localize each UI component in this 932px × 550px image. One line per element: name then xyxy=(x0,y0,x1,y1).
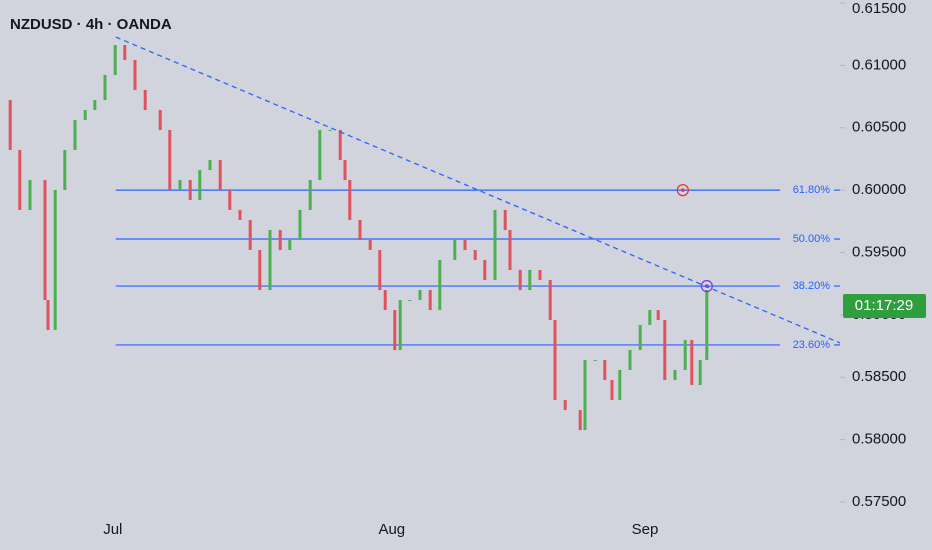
candle xyxy=(338,129,342,160)
candle xyxy=(463,240,467,251)
candle xyxy=(453,240,457,260)
x-tick-label: Jul xyxy=(103,521,122,538)
candle xyxy=(318,129,322,181)
candle xyxy=(53,190,57,330)
y-tick-label: 0.60000 xyxy=(852,181,906,198)
candle xyxy=(603,360,607,380)
candle xyxy=(158,110,162,130)
candle xyxy=(378,250,382,291)
candle xyxy=(473,250,477,260)
candle xyxy=(593,360,597,362)
y-tick-label: 0.61500 xyxy=(852,0,906,17)
candle xyxy=(8,100,12,150)
candle xyxy=(218,159,222,191)
candle xyxy=(358,219,362,241)
candle xyxy=(628,350,632,371)
candle xyxy=(258,250,262,291)
candle xyxy=(493,209,497,280)
candle xyxy=(610,379,614,400)
candle xyxy=(638,324,642,351)
candle xyxy=(93,100,97,111)
countdown-box xyxy=(843,294,926,318)
x-tick-label: Aug xyxy=(378,521,405,538)
candle xyxy=(43,180,47,301)
candle xyxy=(656,310,660,320)
fib-label: 23.60% xyxy=(793,339,831,351)
y-tick-label: 0.60500 xyxy=(852,119,906,136)
fib-label: 61.80% xyxy=(793,184,831,196)
candle xyxy=(503,209,507,231)
candle xyxy=(73,120,77,150)
candle xyxy=(583,360,587,431)
candle xyxy=(103,74,107,101)
candle xyxy=(438,259,442,311)
candle xyxy=(553,319,557,400)
candle xyxy=(418,290,422,301)
candle xyxy=(398,300,402,351)
candle xyxy=(393,310,397,351)
fib-label: 38.20% xyxy=(793,280,831,292)
y-tick-label: 0.58500 xyxy=(852,368,906,385)
candle xyxy=(408,300,412,302)
candle xyxy=(673,370,677,380)
candle xyxy=(228,190,232,210)
candle xyxy=(648,310,652,325)
candle xyxy=(288,240,292,251)
marker xyxy=(676,183,689,197)
candle xyxy=(308,180,312,210)
candle xyxy=(238,209,242,220)
marker xyxy=(700,279,713,293)
candle xyxy=(278,230,282,251)
candle xyxy=(563,399,567,411)
plot-area xyxy=(8,36,841,431)
candle xyxy=(178,180,182,191)
candle xyxy=(328,129,332,131)
candle xyxy=(83,110,87,121)
candle xyxy=(348,180,352,220)
candle xyxy=(518,269,522,291)
y-tick-label: 0.61000 xyxy=(852,56,906,73)
candle xyxy=(123,45,127,61)
candle xyxy=(28,180,32,210)
y-tick-label: 0.58000 xyxy=(852,431,906,448)
candle xyxy=(705,290,709,361)
candle xyxy=(133,60,137,90)
countdown: 01:17:29 xyxy=(855,297,913,314)
candle xyxy=(343,159,347,181)
candle xyxy=(538,269,542,280)
candle xyxy=(368,240,372,251)
candle xyxy=(168,129,172,191)
candle xyxy=(143,89,147,111)
chart-title: NZDUSD · 4h · OANDA xyxy=(10,16,172,33)
candle xyxy=(383,290,387,311)
fib-label: 50.00% xyxy=(793,233,831,245)
y-tick-label: 0.57500 xyxy=(852,493,906,510)
candle xyxy=(483,259,487,280)
candle xyxy=(63,149,67,191)
candle xyxy=(208,159,212,171)
candle xyxy=(618,370,622,400)
candle xyxy=(46,300,50,330)
candle xyxy=(690,340,694,385)
candle xyxy=(683,340,687,371)
candle xyxy=(188,180,192,200)
candle xyxy=(528,269,532,291)
candle xyxy=(248,219,252,251)
candle xyxy=(578,410,582,431)
candle xyxy=(548,279,552,320)
candle xyxy=(198,170,202,200)
candle xyxy=(298,209,302,241)
candle xyxy=(698,360,702,385)
candle xyxy=(428,290,432,311)
candle xyxy=(663,319,667,380)
marker-dot xyxy=(705,284,709,288)
marker-dot xyxy=(681,188,685,192)
x-tick-label: Sep xyxy=(632,521,659,538)
y-tick-label: 0.59500 xyxy=(852,243,906,260)
candle xyxy=(18,149,22,210)
candle xyxy=(113,45,117,75)
candle xyxy=(268,230,272,291)
candle xyxy=(508,230,512,270)
